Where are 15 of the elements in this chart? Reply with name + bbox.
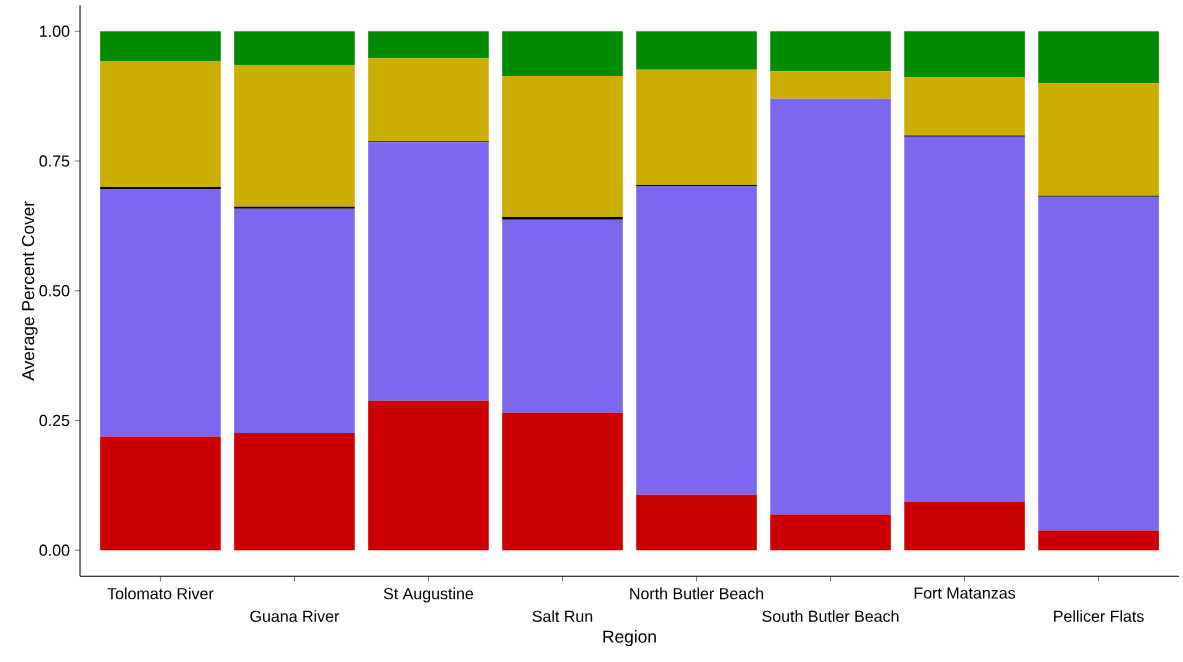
y-tick-label: 1.00 <box>40 25 70 38</box>
x-axis-title: Region <box>603 630 656 647</box>
y-tick-label: 0.00 <box>39 544 70 557</box>
y-axis-title: Average Percent Cover <box>21 201 38 381</box>
y-tick-label: 0.50 <box>39 285 70 297</box>
x-tick-label: North Butler Beach <box>630 587 764 600</box>
x-tick-label: South Butler Beach <box>762 610 899 623</box>
y-tick-label: 0.25 <box>39 415 70 427</box>
x-tick-label: Guana River <box>250 610 340 623</box>
x-tick-label: Fort Matanzas <box>914 587 1016 599</box>
x-tick-label: Pellicer Flats <box>1054 610 1144 623</box>
x-tick-label: Salt Run <box>532 610 593 623</box>
x-tick-label: Tolomato River <box>107 587 214 600</box>
y-tick-label: 0.75 <box>39 155 70 167</box>
x-tick-label: St Augustine <box>383 587 474 603</box>
